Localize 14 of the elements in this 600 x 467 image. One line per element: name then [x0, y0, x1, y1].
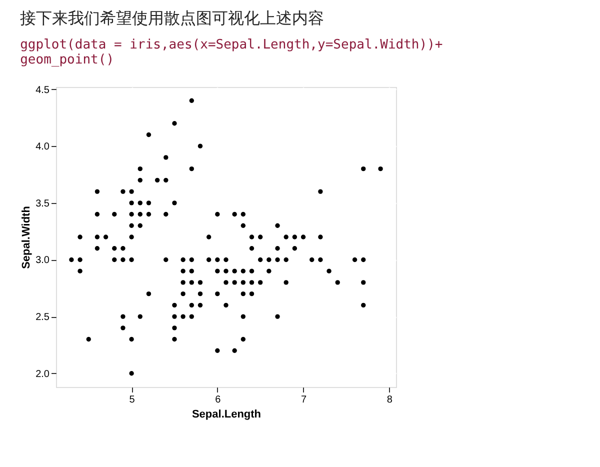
y-tick-label: 3.0	[36, 255, 50, 266]
y-tick-label: 4.0	[36, 142, 50, 153]
x-tick-label: 7	[300, 394, 307, 406]
x-axis-title: Sepal.Length	[192, 408, 262, 420]
x-tick-label: 8	[386, 394, 393, 406]
y-axis-title: Sepal.Width	[20, 206, 33, 269]
y-tick-label: 2.5	[36, 312, 50, 324]
y-tick-label: 3.5	[36, 198, 50, 210]
chart-title: 接下来我们希望使用散点图可视化上述内容	[20, 8, 324, 28]
x-tick-label: 5	[129, 394, 136, 406]
y-tick-label: 2.0	[36, 368, 50, 380]
chart-subtitle: ggplot(data = iris,aes(x=Sepal.Length,y=Sepal.Width))+ geom_point()	[20, 37, 443, 68]
x-tick-label: 6	[215, 394, 222, 406]
y-tick-label: 4.5	[36, 84, 50, 96]
